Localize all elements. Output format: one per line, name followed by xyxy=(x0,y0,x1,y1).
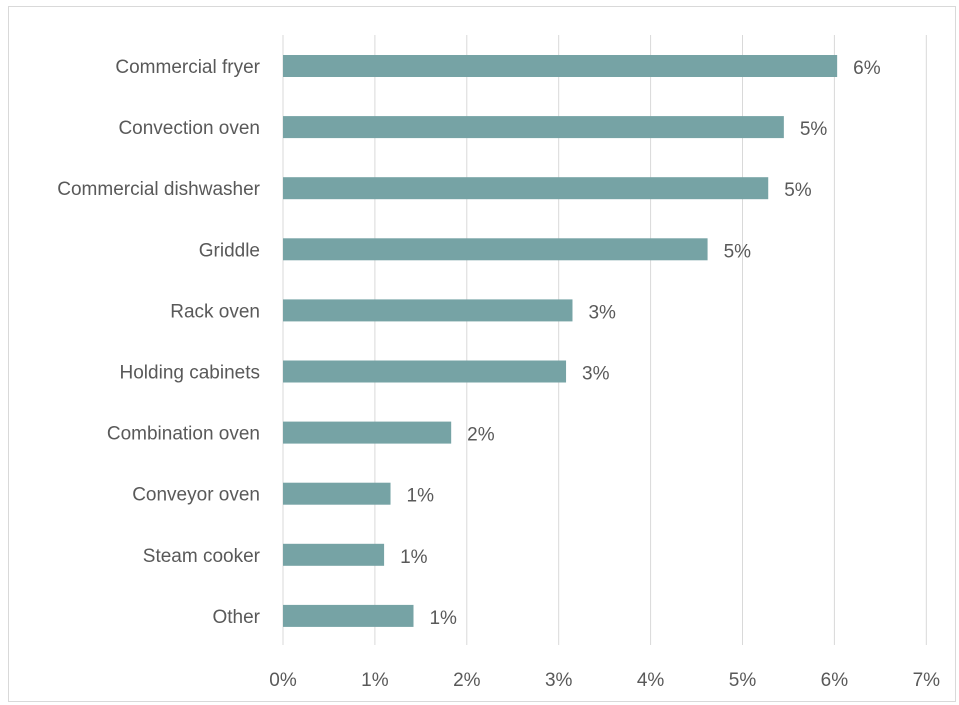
bar xyxy=(283,238,708,261)
data-label: 1% xyxy=(400,547,428,568)
x-tick-label: 4% xyxy=(637,670,665,691)
category-label: Commercial dishwasher xyxy=(57,179,260,200)
chart-frame: Commercial fryer Convection oven Commerci… xyxy=(8,6,956,702)
x-tick-label: 6% xyxy=(821,670,849,691)
x-tick-label: 5% xyxy=(729,670,757,691)
bars xyxy=(283,55,838,627)
x-tick-label: 3% xyxy=(545,670,573,691)
data-label: 6% xyxy=(853,58,881,79)
category-label: Combination oven xyxy=(107,424,260,445)
x-tick-label: 0% xyxy=(269,670,297,691)
data-label: 1% xyxy=(407,486,435,507)
data-label: 5% xyxy=(724,241,752,262)
x-tick-label: 2% xyxy=(453,670,481,691)
x-tick-label: 7% xyxy=(913,670,941,691)
bar xyxy=(283,299,573,322)
category-label: Convection oven xyxy=(118,118,260,139)
data-label: 1% xyxy=(429,608,457,629)
category-labels: Commercial fryer Convection oven Commerci… xyxy=(57,57,260,628)
category-label: Conveyor oven xyxy=(132,485,260,506)
bar xyxy=(283,55,838,77)
bar xyxy=(283,421,452,444)
data-label: 3% xyxy=(582,364,610,385)
category-label: Commercial fryer xyxy=(115,57,260,78)
data-label: 3% xyxy=(588,302,616,323)
bar xyxy=(283,543,385,566)
data-label: 5% xyxy=(784,180,812,201)
data-label: 2% xyxy=(467,425,495,446)
bar xyxy=(283,360,567,383)
bar-chart: Commercial fryer Convection oven Commerci… xyxy=(57,35,940,691)
data-labels: 6% 5% 5% 5% 3% 3% 2% 1% 1% 1% xyxy=(400,58,881,629)
category-label: Rack oven xyxy=(170,301,260,322)
x-axis-tick-labels: 0% 1% 2% 3% 4% 5% 6% 7% xyxy=(269,670,940,691)
category-label: Holding cabinets xyxy=(120,363,260,384)
category-label: Other xyxy=(212,607,260,628)
bar xyxy=(283,116,784,139)
x-tick-label: 1% xyxy=(361,670,389,691)
bar xyxy=(283,177,769,200)
data-label: 5% xyxy=(800,119,828,140)
category-label: Griddle xyxy=(199,240,260,261)
category-label: Steam cooker xyxy=(143,546,261,567)
bar xyxy=(283,604,414,627)
bar xyxy=(283,482,391,505)
